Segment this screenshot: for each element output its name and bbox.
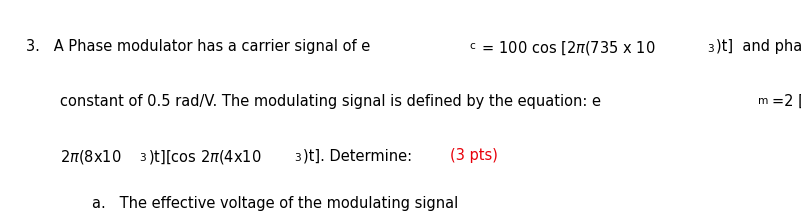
Text: 3: 3 (139, 153, 146, 164)
Text: )t][cos 2$\pi$(4x10: )t][cos 2$\pi$(4x10 (148, 148, 262, 166)
Text: 3.   A Phase modulator has a carrier signal of e: 3. A Phase modulator has a carrier signa… (26, 39, 370, 54)
Text: c: c (470, 41, 476, 51)
Text: )t]. Determine:: )t]. Determine: (304, 148, 417, 163)
Text: 2$\pi$(8x10: 2$\pi$(8x10 (60, 148, 122, 166)
Text: a.   The effective voltage of the modulating signal: a. The effective voltage of the modulati… (92, 196, 458, 211)
Text: m: m (758, 96, 768, 106)
Text: constant of 0.5 rad/V. The modulating signal is defined by the equation: e: constant of 0.5 rad/V. The modulating si… (60, 94, 601, 109)
Text: =2 [cos: =2 [cos (771, 94, 801, 109)
Text: 3: 3 (707, 44, 714, 54)
Text: 3: 3 (295, 153, 301, 164)
Text: (3 pts): (3 pts) (450, 148, 498, 163)
Text: = 100 cos [2$\pi$(735 x 10: = 100 cos [2$\pi$(735 x 10 (477, 39, 656, 57)
Text: )t]  and phase deviation: )t] and phase deviation (716, 39, 801, 54)
